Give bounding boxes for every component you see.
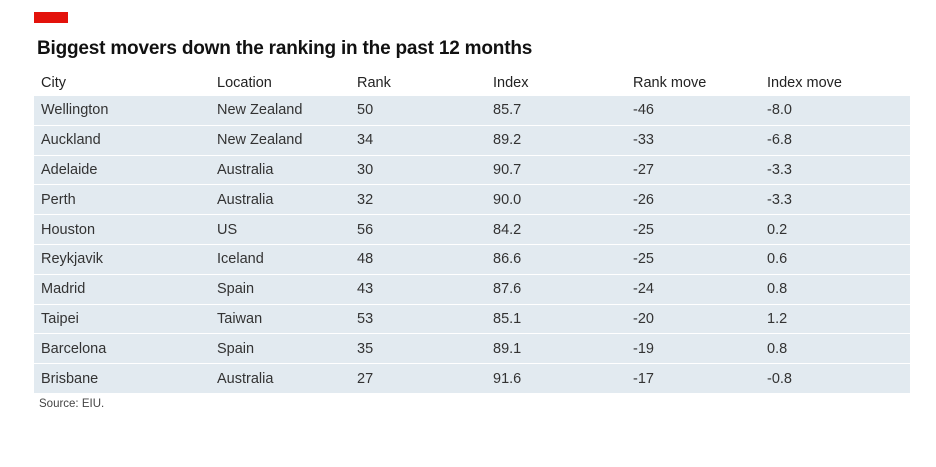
- index-cell: 86.6: [493, 251, 522, 268]
- location-cell: Taiwan: [217, 310, 263, 327]
- location-cell: New Zealand: [217, 132, 303, 149]
- movers-table: City Location Rank Index Rank move Index…: [34, 70, 910, 394]
- rank-cell: 32: [357, 191, 374, 208]
- column-header-rank: Rank: [357, 75, 391, 91]
- table-row: Reykjavik Iceland 48 86.6 -25 0.6: [34, 244, 910, 275]
- city-cell: Adelaide: [41, 161, 98, 178]
- source-note: Source: EIU.: [39, 398, 105, 410]
- city-cell: Barcelona: [41, 340, 107, 357]
- index-move-cell: 0.6: [767, 251, 788, 268]
- city-cell: Wellington: [41, 102, 109, 119]
- index-cell: 91.6: [493, 370, 522, 387]
- table-row: Auckland New Zealand 34 89.2 -33 -6.8: [34, 125, 910, 156]
- index-move-cell: 0.2: [767, 221, 788, 238]
- table-row: Perth Australia 32 90.0 -26 -3.3: [34, 185, 910, 216]
- table-row: Madrid Spain 43 87.6 -24 0.8: [34, 274, 910, 305]
- rank-cell: 43: [357, 281, 374, 298]
- location-cell: Australia: [217, 191, 274, 208]
- location-cell: Australia: [217, 161, 274, 178]
- index-move-cell: 0.8: [767, 281, 788, 298]
- index-move-cell: 1.2: [767, 310, 788, 327]
- table-row: Adelaide Australia 30 90.7 -27 -3.3: [34, 155, 910, 186]
- rank-move-cell: -26: [633, 191, 654, 208]
- rank-cell: 27: [357, 370, 374, 387]
- index-cell: 89.1: [493, 340, 522, 357]
- rank-cell: 35: [357, 340, 374, 357]
- rank-cell: 34: [357, 132, 374, 149]
- table-row: Houston US 56 84.2 -25 0.2: [34, 215, 910, 245]
- city-cell: Taipei: [41, 310, 79, 327]
- rank-move-cell: -46: [633, 102, 654, 119]
- rank-move-cell: -27: [633, 161, 654, 178]
- index-cell: 84.2: [493, 221, 522, 238]
- index-move-cell: -8.0: [767, 102, 792, 119]
- index-move-cell: -6.8: [767, 132, 792, 149]
- rank-move-cell: -33: [633, 132, 654, 149]
- rank-move-cell: -25: [633, 251, 654, 268]
- index-move-cell: -3.3: [767, 161, 792, 178]
- column-header-city: City: [41, 75, 66, 91]
- location-cell: Iceland: [217, 251, 264, 268]
- table-row: Barcelona Spain 35 89.1 -19 0.8: [34, 334, 910, 365]
- index-move-cell: -0.8: [767, 370, 792, 387]
- index-cell: 90.0: [493, 191, 522, 208]
- table-title: Biggest movers down the ranking in the p…: [37, 38, 533, 59]
- location-cell: US: [217, 221, 238, 238]
- city-cell: Perth: [41, 191, 76, 208]
- rank-move-cell: -25: [633, 221, 654, 238]
- rank-move-cell: -24: [633, 281, 654, 298]
- column-header-location: Location: [217, 75, 272, 91]
- index-move-cell: -3.3: [767, 191, 792, 208]
- column-header-index: Index: [493, 75, 529, 91]
- rank-cell: 50: [357, 102, 374, 119]
- rank-move-cell: -19: [633, 340, 654, 357]
- index-cell: 85.7: [493, 102, 522, 119]
- rank-cell: 56: [357, 221, 374, 238]
- table-header-row: City Location Rank Index Rank move Index…: [34, 70, 910, 96]
- rank-cell: 30: [357, 161, 374, 178]
- column-header-rank-move: Rank move: [633, 75, 707, 91]
- table-row: Taipei Taiwan 53 85.1 -20 1.2: [34, 304, 910, 335]
- rank-cell: 53: [357, 310, 374, 327]
- city-cell: Madrid: [41, 281, 86, 298]
- rank-cell: 48: [357, 251, 374, 268]
- index-move-cell: 0.8: [767, 340, 788, 357]
- city-cell: Brisbane: [41, 370, 99, 387]
- location-cell: Australia: [217, 370, 274, 387]
- city-cell: Reykjavik: [41, 251, 104, 268]
- index-cell: 89.2: [493, 132, 522, 149]
- rank-move-cell: -17: [633, 370, 654, 387]
- table-body: Wellington New Zealand 50 85.7 -46 -8.0 Auckla…: [34, 96, 910, 394]
- brand-accent-bar: [34, 12, 68, 23]
- table-row: Wellington New Zealand 50 85.7 -46 -8.0: [34, 96, 910, 126]
- location-cell: Spain: [217, 281, 255, 298]
- city-cell: Houston: [41, 221, 96, 238]
- table-row: Brisbane Australia 27 91.6 -17 -0.8: [34, 364, 910, 394]
- index-cell: 85.1: [493, 310, 522, 327]
- rank-move-cell: -20: [633, 310, 654, 327]
- location-cell: New Zealand: [217, 102, 303, 119]
- city-cell: Auckland: [41, 132, 101, 149]
- column-header-index-move: Index move: [767, 75, 842, 91]
- location-cell: Spain: [217, 340, 255, 357]
- index-cell: 87.6: [493, 281, 522, 298]
- index-cell: 90.7: [493, 161, 522, 178]
